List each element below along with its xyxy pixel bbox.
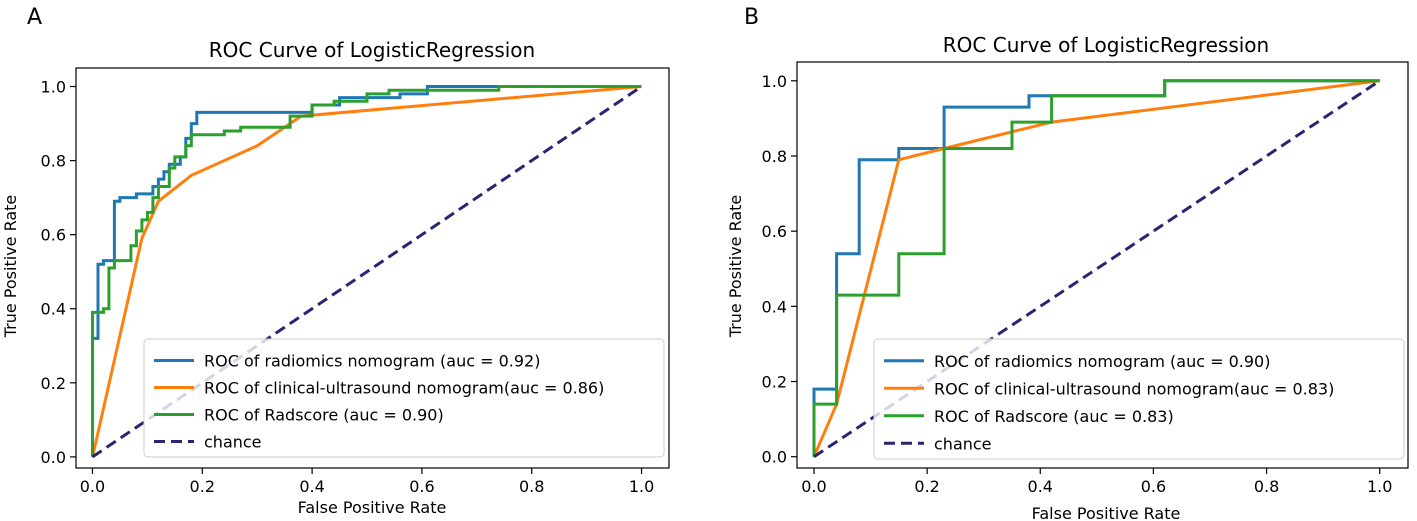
legend-label-radiomics: ROC of radiomics nomogram (auc = 0.90)	[934, 352, 1270, 371]
y-tick-label: 0.6	[762, 222, 787, 241]
x-tick-label: 0.6	[1141, 477, 1166, 496]
series-line-chance	[813, 79, 1381, 458]
y-tick-label: 0.0	[41, 448, 66, 467]
axes-frame	[796, 61, 1409, 469]
y-tick-label: 1.0	[41, 78, 66, 97]
y-tick-label: 0.4	[762, 297, 787, 316]
series-line-clinical	[812, 79, 1380, 458]
x-tick-label: 0.6	[409, 477, 434, 496]
y-axis-label-a: True Positive Rate	[1, 195, 20, 339]
x-tick-label: 0.0	[80, 477, 105, 496]
x-tick-label: 0.0	[801, 477, 826, 496]
y-axis-label-b: True Positive Rate	[726, 195, 745, 339]
plot-area	[812, 79, 1381, 458]
y-tick-label: 0.4	[41, 300, 66, 319]
legend-label-clinical: ROC of clinical-ultrasound nomogram(auc …	[934, 379, 1334, 398]
chart-title-a: ROC Curve of LogisticRegression	[209, 38, 535, 62]
y-tick-label: 0.8	[762, 147, 787, 166]
panel-label-b: B	[744, 5, 759, 30]
x-tick-label: 0.2	[190, 477, 215, 496]
x-tick-label: 1.0	[1367, 477, 1392, 496]
panel-label-a: A	[27, 5, 42, 30]
x-tick-label: 1.0	[629, 477, 654, 496]
series-line-radscore	[812, 79, 1380, 457]
series-line-radscore	[91, 85, 642, 457]
legend-label-chance: chance	[204, 433, 262, 452]
panel-b: B ROC Curve of LogisticRegression False …	[726, 5, 1409, 521]
panel-a: A ROC Curve of LogisticRegression False …	[1, 5, 670, 517]
x-tick-label: 0.4	[1028, 477, 1053, 496]
x-axis-label-b: False Positive Rate	[1032, 504, 1181, 521]
legend-label-clinical: ROC of clinical-ultrasound nomogram(auc …	[204, 379, 604, 398]
y-tick-label: 0.2	[762, 373, 787, 392]
legend-label-radscore: ROC of Radscore (auc = 0.90)	[204, 406, 444, 425]
legend: ROC of radiomics nomogram (auc = 0.92) RO…	[143, 338, 665, 458]
x-tick-label: 0.8	[1254, 477, 1279, 496]
x-tick-label: 0.8	[519, 477, 544, 496]
y-tick-label: 1.0	[762, 72, 787, 91]
y-tick-label: 0.6	[41, 226, 66, 245]
y-tick-label: 0.8	[41, 152, 66, 171]
legend-label-chance: chance	[934, 434, 992, 453]
y-tick-label: 0.2	[41, 374, 66, 393]
legend-label-radiomics: ROC of radiomics nomogram (auc = 0.92)	[204, 352, 540, 371]
x-tick-label: 0.2	[914, 477, 939, 496]
chart-title-b: ROC Curve of LogisticRegression	[943, 33, 1269, 57]
x-axis-label-a: False Positive Rate	[298, 498, 447, 517]
x-tick-label: 0.4	[299, 477, 324, 496]
legend: ROC of radiomics nomogram (auc = 0.90) RO…	[873, 338, 1405, 460]
y-tick-label: 0.0	[762, 448, 787, 467]
axes-frame	[75, 67, 670, 469]
legend-label-radscore: ROC of Radscore (auc = 0.83)	[934, 407, 1174, 426]
legend-box	[143, 338, 665, 458]
legend-box	[873, 338, 1405, 460]
